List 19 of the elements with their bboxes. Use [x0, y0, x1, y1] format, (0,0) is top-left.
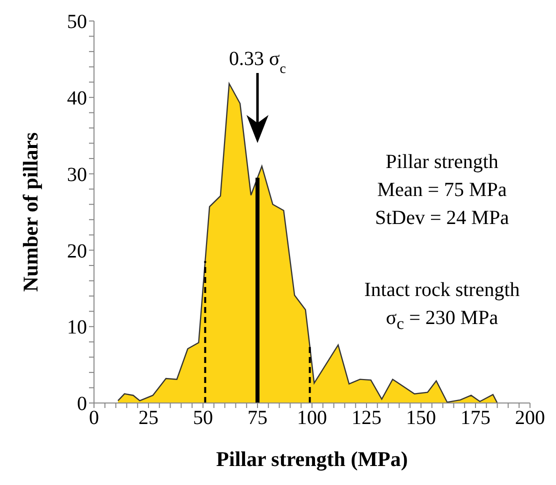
y-tick-label: 50: [67, 11, 87, 34]
annotation: Intact rock strength σ$_{c}$ = 230 MPa: [363, 278, 521, 335]
annotation: Pillar strength Mean = 75 MPa StDev = 24 MPa: [374, 150, 510, 231]
x-axis-title: Pillar strength (MPa): [216, 446, 408, 471]
x-tick-label: 25: [138, 407, 158, 430]
y-axis-title: Number of pillars: [18, 132, 42, 292]
annotation: 0.33 σ$_{c}$: [229, 48, 286, 76]
y-tick-label: 40: [67, 88, 87, 110]
x-tick-label: 125: [352, 407, 382, 430]
y-tick-label: 0: [77, 393, 87, 416]
y-tick-label: 10: [67, 316, 87, 339]
x-tick-label: 175: [460, 407, 490, 430]
y-tick-label: 30: [67, 164, 87, 186]
x-tick-label: 150: [406, 407, 436, 430]
x-tick-label: 50: [193, 407, 213, 430]
y-tick-label: 20: [67, 240, 87, 262]
x-tick-label: 100: [297, 407, 327, 430]
x-tick-label: 200: [515, 407, 545, 430]
x-tick-label: 75: [248, 407, 268, 430]
